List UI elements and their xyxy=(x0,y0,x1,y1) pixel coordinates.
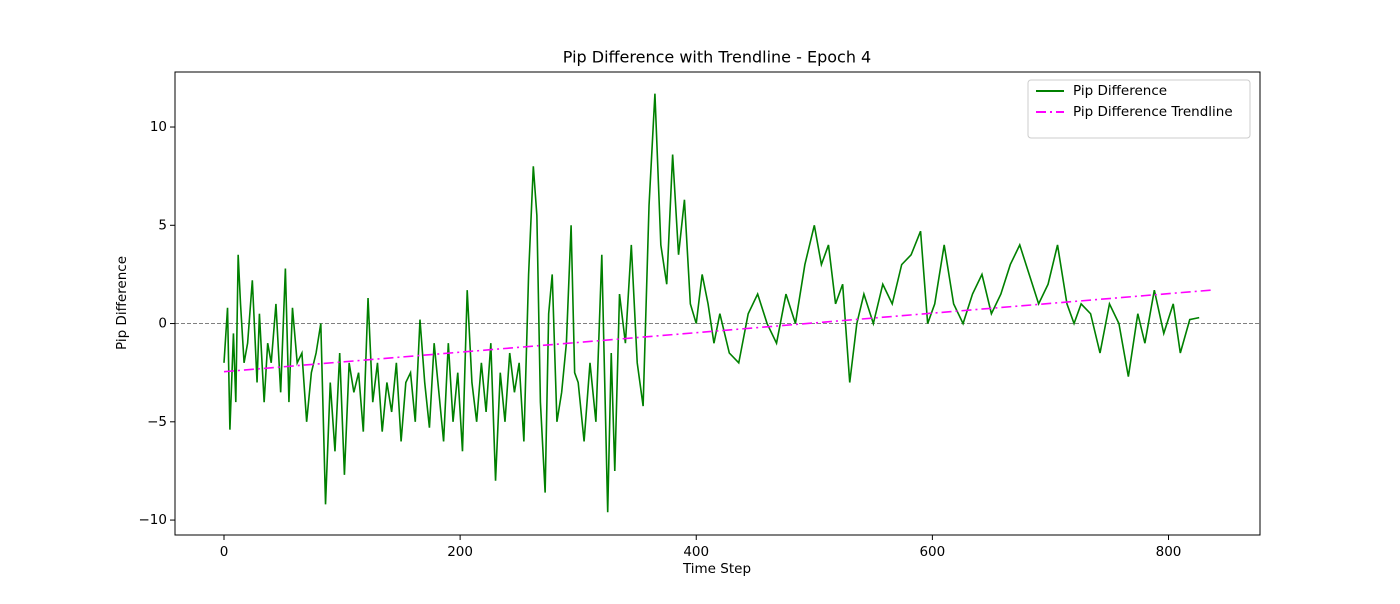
legend-label: Pip Difference xyxy=(1073,83,1167,99)
chart-title: Pip Difference with Trendline - Epoch 4 xyxy=(563,48,871,67)
legend-box xyxy=(1027,79,1251,139)
x-tick-label: 0 xyxy=(220,544,229,560)
legend-label: Pip Difference Trendline xyxy=(1073,104,1233,120)
x-tick-label: 800 xyxy=(1156,544,1182,560)
y-tick-label: −10 xyxy=(139,512,168,528)
plot-frame xyxy=(174,71,1261,536)
x-tick-label: 200 xyxy=(447,544,473,560)
x-tick-label: 600 xyxy=(919,544,945,560)
data-line xyxy=(223,289,1212,373)
x-axis-label: Time Step xyxy=(682,561,751,577)
y-tick-label: 0 xyxy=(158,316,167,332)
x-tick-label: 400 xyxy=(683,544,709,560)
y-tick-label: 10 xyxy=(150,119,167,135)
y-tick-label: −5 xyxy=(147,414,167,430)
y-axis-label: Pip Difference xyxy=(114,256,130,350)
y-tick-label: 5 xyxy=(158,217,167,233)
data-line xyxy=(223,93,1200,513)
